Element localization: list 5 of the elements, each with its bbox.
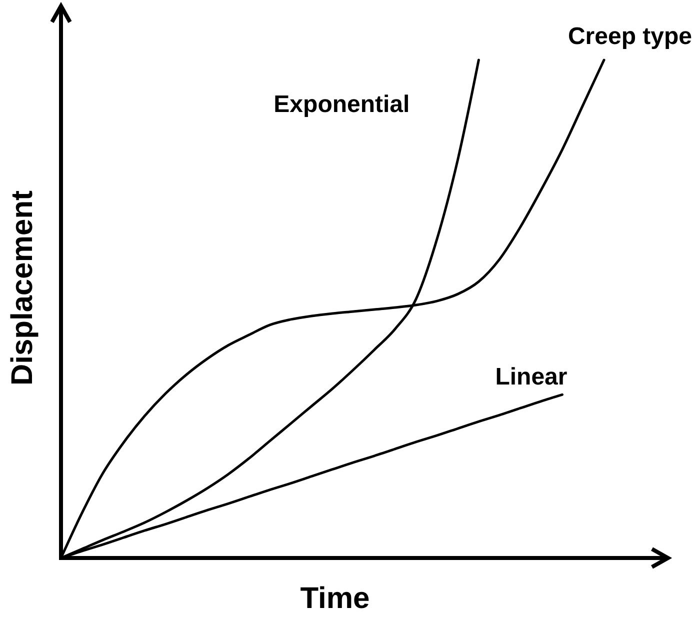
text: Exponential	[274, 91, 410, 118]
series-label: Creep type	[568, 23, 692, 50]
y-axis-title: Displacement	[6, 190, 39, 386]
x-axis-title: Time	[300, 582, 370, 615]
series-label: Linear	[495, 364, 568, 391]
